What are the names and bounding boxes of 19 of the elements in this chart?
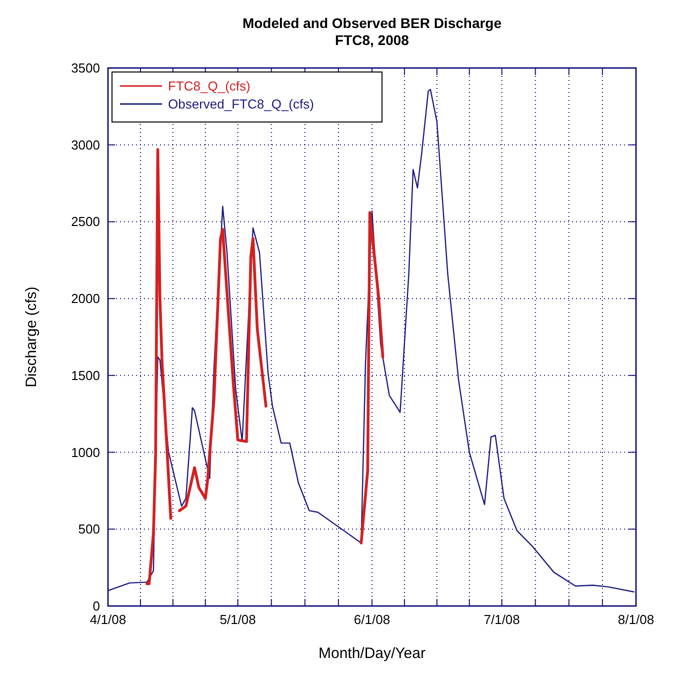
y-tick-label: 500	[78, 522, 100, 537]
x-tick-label: 4/1/08	[90, 612, 126, 627]
y-axis-title: Discharge (cfs)	[23, 286, 40, 388]
y-tick-label: 3500	[71, 60, 100, 76]
y-tick-label: 3000	[71, 137, 100, 152]
y-tick-label: 0	[92, 598, 100, 614]
chart-title: Modeled and Observed BER Discharge	[242, 15, 502, 31]
y-tick-label: 1500	[71, 368, 100, 383]
legend-label: FTC8_Q_(cfs)	[168, 78, 250, 94]
x-tick-label: 8/1/08	[618, 612, 654, 627]
chart-subtitle: FTC8, 2008	[335, 32, 410, 48]
y-tick-label: 1000	[71, 444, 100, 460]
x-tick-label: 6/1/08	[354, 612, 390, 627]
legend-label: Observed_FTC8_Q_(cfs)	[168, 96, 314, 112]
x-tick-label: 7/1/08	[484, 612, 520, 627]
x-axis-title: Month/Day/Year	[318, 645, 426, 662]
y-tick-label: 2500	[71, 214, 100, 230]
y-tick-label: 2000	[71, 291, 100, 306]
x-tick-label: 5/1/08	[220, 612, 256, 627]
